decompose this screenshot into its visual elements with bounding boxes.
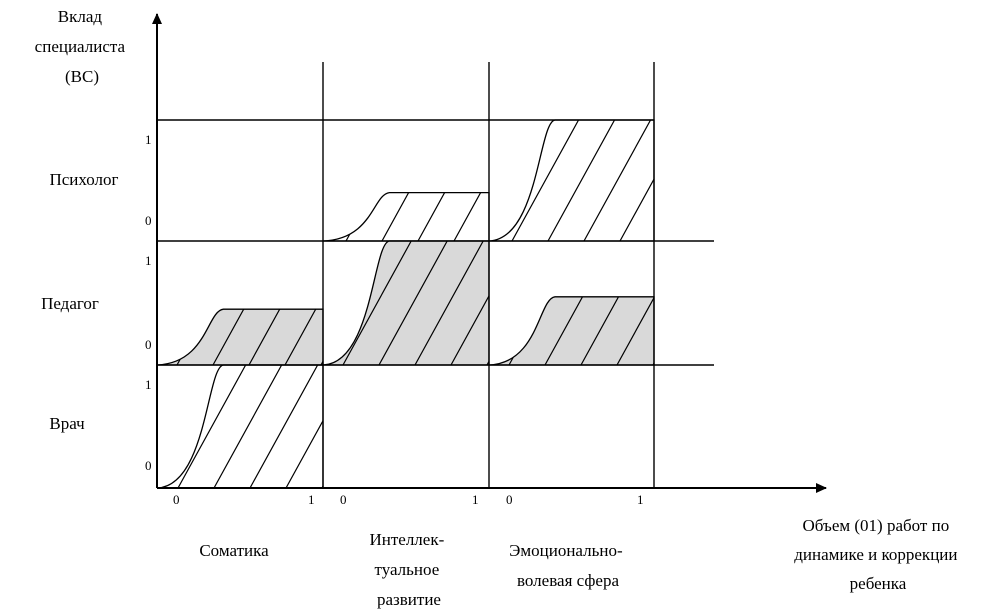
column-label-emotion: Эмоционально- волевая сфера [509,541,627,590]
hatch-line [404,120,471,241]
row-tick-top-teacher: 1 [145,253,152,268]
hatch-line [414,241,484,365]
hatch-line [157,309,174,365]
hatch-line [321,365,323,488]
hatch-line [453,192,489,241]
hatch-line [177,365,247,488]
hatch-line [323,192,342,241]
row-tick-top-doctor: 1 [145,377,152,392]
hatch-line [547,120,616,241]
row-label-teacher: Педагог [41,294,99,313]
hatch-line [656,120,723,241]
hatch-line [511,120,580,241]
hatch-line [544,296,614,365]
row-label-doctor: Врач [49,414,85,433]
y-axis-title: Вклад специалиста (ВС) [35,7,130,86]
grid-lines [157,62,714,488]
hatch-line [213,365,283,488]
hatch-line [202,120,269,241]
hatch-line [285,365,323,488]
x-axis-title: Объем (01) работ по динамике и коррекции… [794,516,961,593]
col-tick-end-emotion: 1 [637,492,644,507]
contribution-area [322,191,490,242]
contribution-area [488,119,655,242]
hatch-line [238,120,305,241]
hatch-line [345,192,414,241]
hatch-line [583,120,652,241]
contribution-area [488,296,655,366]
hatch-line [489,120,544,241]
row-tick-bottom-teacher: 0 [145,337,152,352]
hatch-line [450,241,489,365]
hatch-line [616,296,654,365]
col-tick-start-somatics: 0 [173,492,180,507]
row-label-psychologist: Психолог [49,170,118,189]
hatch-line [417,192,486,241]
hatch-line [689,241,757,365]
hatch-line [490,120,557,241]
hatch-line [378,241,448,365]
hatching [157,365,426,488]
row-tick-bottom-psychologist: 0 [145,213,152,228]
contribution-area [156,364,324,489]
row-tick-top-psychologist: 1 [145,132,152,147]
contribution-area [156,308,324,366]
column-label-somatics: Соматика [199,541,269,560]
hatch-line [284,309,323,365]
hatch-line [157,365,175,488]
contribution-areas [156,119,757,489]
hatch-line [212,309,282,365]
hatch-line [358,365,426,488]
hatch-line [368,120,435,241]
col-tick-end-intellect: 1 [472,492,479,507]
hatch-line [489,120,508,241]
hatch-line [381,192,450,241]
hatch-line [652,296,654,365]
col-tick-start-emotion: 0 [506,492,513,507]
hatch-line [248,309,318,365]
hatch-line [249,365,319,488]
hatch-line [342,241,412,365]
hatch-line [580,296,650,365]
hatch-line [619,120,654,241]
hatching [202,120,557,241]
col-tick-end-somatics: 1 [308,492,315,507]
contribution-area [322,240,490,366]
column-label-intellect: Интеллек- туальное развитие [369,530,448,609]
row-tick-bottom-doctor: 0 [145,458,152,473]
hatch-line [157,365,211,488]
hatch-line [323,192,378,241]
col-tick-start-intellect: 0 [340,492,347,507]
